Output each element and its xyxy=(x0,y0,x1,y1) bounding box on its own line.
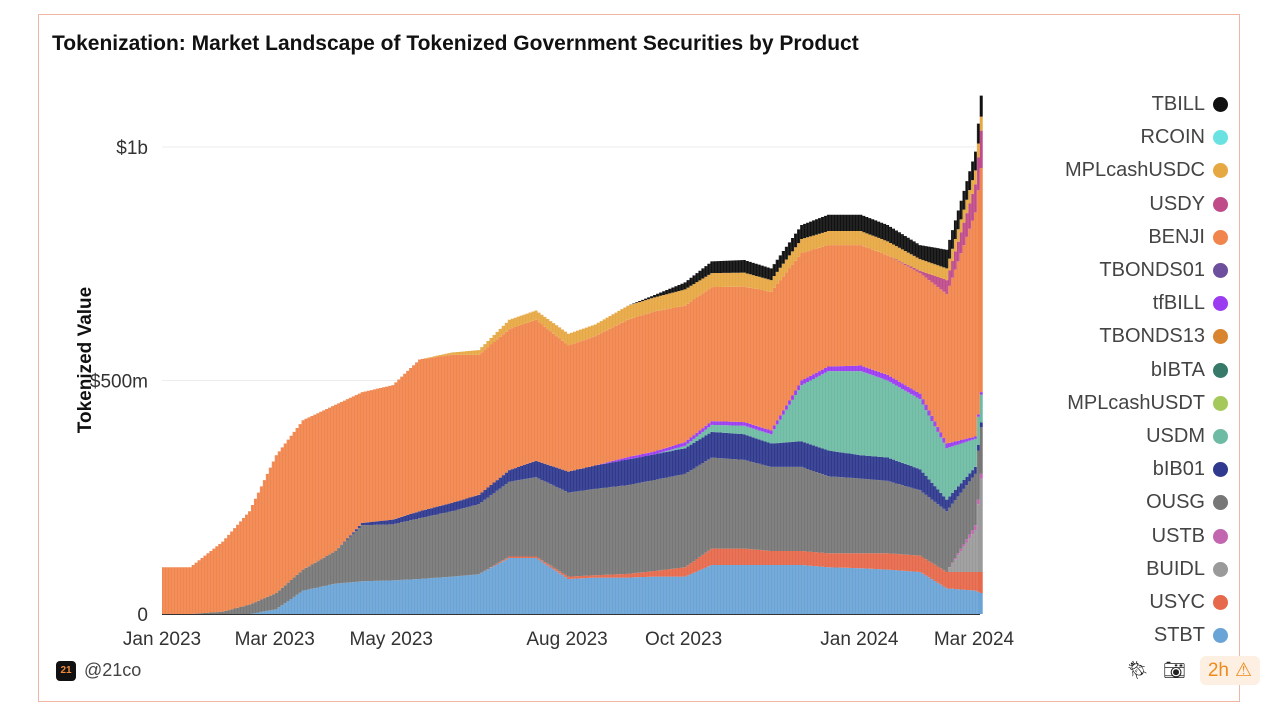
camera-icon[interactable]: 📷︎ xyxy=(1162,660,1186,680)
bug-icon[interactable]: 🪲︎ xyxy=(1126,660,1149,680)
legend-label: TBILL xyxy=(1151,93,1205,116)
legend-item-tbonds13[interactable]: TBONDS13 xyxy=(1065,320,1228,353)
series-usyc-bars[interactable] xyxy=(162,548,983,614)
legend-dot-icon xyxy=(1213,628,1228,644)
author-logo: 21 xyxy=(56,660,76,681)
legend-label: USTB xyxy=(1151,524,1205,547)
legend-dot-icon xyxy=(1213,263,1228,279)
legend-dot-icon xyxy=(1213,296,1228,312)
legend-dot-icon xyxy=(1213,594,1228,610)
legend: TBILL RCOIN MPLcashUSDC USDY BENJI TBONDS01 tf… xyxy=(1065,88,1228,652)
legend-label: bIBTA xyxy=(1150,358,1205,381)
series-ousg-bars[interactable] xyxy=(162,427,983,614)
x-tick-label: Mar 2023 xyxy=(235,629,315,650)
legend-dot-icon xyxy=(1213,130,1228,146)
y-tick-label: $1b xyxy=(116,138,148,159)
legend-dot-icon xyxy=(1213,329,1228,345)
y-axis-label: Tokenized Value xyxy=(75,287,96,433)
legend-item-tbonds01[interactable]: TBONDS01 xyxy=(1065,254,1228,287)
legend-item-stbt[interactable]: STBT xyxy=(1065,619,1228,652)
legend-label: BUIDL xyxy=(1146,557,1205,580)
legend-item-ousg[interactable]: OUSG xyxy=(1065,486,1228,519)
legend-item-ustb[interactable]: USTB xyxy=(1065,519,1228,552)
refresh-age-badge[interactable]: 2h ⚠︎ xyxy=(1199,656,1260,685)
legend-label: BENJI xyxy=(1148,225,1205,248)
series-mplcashusdc-bars[interactable] xyxy=(162,116,983,568)
x-tick-label: Mar 2024 xyxy=(934,629,1015,650)
chart-title: Tokenization: Market Landscape of Tokeni… xyxy=(52,32,859,55)
warning-icon: ⚠︎ xyxy=(1234,660,1252,681)
legend-dot-icon xyxy=(1213,428,1228,444)
legend-item-usyc[interactable]: USYC xyxy=(1065,586,1228,619)
legend-label: MPLcashUSDT xyxy=(1067,391,1205,414)
x-tick-label: Oct 2023 xyxy=(645,629,722,650)
series-stbt-bars[interactable] xyxy=(162,557,983,614)
legend-dot-icon xyxy=(1213,495,1228,511)
legend-item-bibta[interactable]: bIBTA xyxy=(1065,354,1228,387)
chart-card xyxy=(38,14,1240,702)
legend-item-benji[interactable]: BENJI xyxy=(1065,221,1228,254)
legend-dot-icon xyxy=(1213,561,1228,577)
legend-item-mplcashusdc[interactable]: MPLcashUSDC xyxy=(1065,154,1228,187)
legend-item-rcoin[interactable]: RCOIN xyxy=(1065,121,1228,154)
author[interactable]: 21 @21co xyxy=(56,660,141,681)
y-tick-label: 0 xyxy=(137,605,148,626)
x-tick-label: Jan 2023 xyxy=(123,629,201,650)
legend-label: MPLcashUSDC xyxy=(1064,159,1205,182)
age-text: 2h xyxy=(1207,659,1229,681)
x-tick-label: Jan 2024 xyxy=(820,629,899,650)
legend-dot-icon xyxy=(1213,395,1228,411)
footer-actions: 🪲︎ 📷︎ 2h ⚠︎ xyxy=(1126,656,1260,685)
legend-item-buidl[interactable]: BUIDL xyxy=(1065,553,1228,586)
legend-item-usdm[interactable]: USDM xyxy=(1065,420,1228,453)
series-benji-bars[interactable] xyxy=(162,168,983,614)
legend-item-tfbill[interactable]: tfBILL xyxy=(1065,287,1228,320)
legend-dot-icon xyxy=(1213,196,1228,212)
legend-dot-icon xyxy=(1213,362,1228,378)
legend-label: STBT xyxy=(1153,624,1205,647)
legend-label: USYC xyxy=(1149,590,1205,613)
legend-label: RCOIN xyxy=(1140,126,1205,149)
series-usdm-bars[interactable] xyxy=(162,371,983,614)
legend-label: TBONDS13 xyxy=(1099,325,1205,348)
legend-label: USDM xyxy=(1146,424,1205,447)
x-tick-label: May 2023 xyxy=(350,629,433,650)
legend-dot-icon xyxy=(1213,462,1228,478)
author-handle: @21co xyxy=(84,660,142,680)
legend-label: TBONDS01 xyxy=(1099,259,1205,282)
legend-label: bIB01 xyxy=(1152,458,1205,481)
x-tick-label: Aug 2023 xyxy=(526,629,607,650)
y-tick-label: $500m xyxy=(90,372,148,393)
legend-dot-icon xyxy=(1213,97,1228,113)
legend-item-usdy[interactable]: USDY xyxy=(1065,188,1228,221)
legend-dot-icon xyxy=(1213,528,1228,544)
legend-item-tbill[interactable]: TBILL xyxy=(1065,88,1228,121)
legend-dot-icon xyxy=(1213,163,1228,179)
legend-label: USDY xyxy=(1149,192,1205,215)
legend-label: OUSG xyxy=(1146,491,1205,514)
legend-dot-icon xyxy=(1213,229,1228,245)
legend-item-mplcashusdt[interactable]: MPLcashUSDT xyxy=(1065,387,1228,420)
legend-item-bib01[interactable]: bIB01 xyxy=(1065,453,1228,486)
legend-label: tfBILL xyxy=(1152,292,1205,315)
